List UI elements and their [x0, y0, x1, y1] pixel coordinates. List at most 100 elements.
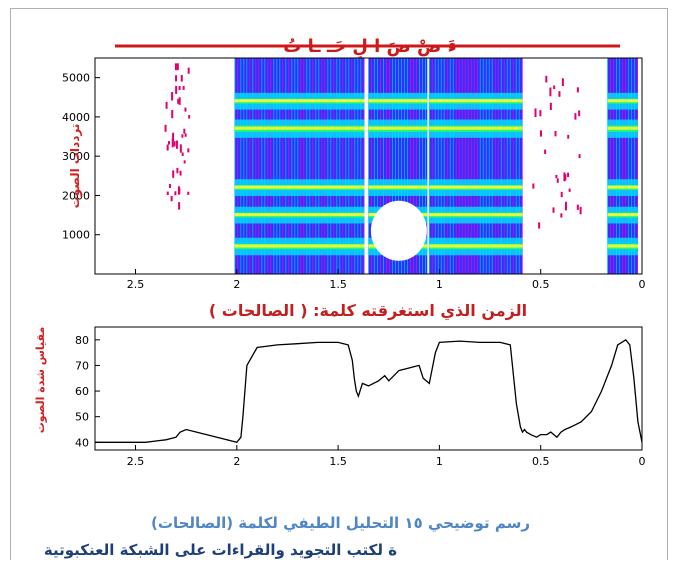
spectrogram-noise: [173, 141, 176, 147]
intensity-y-tick-label: 70: [75, 359, 89, 372]
spectrogram-noise: [171, 91, 174, 101]
spectrogram-noise: [180, 74, 183, 82]
spectrogram-noise: [545, 75, 548, 83]
spectrogram-noise: [187, 148, 190, 153]
spectrogram-x-tick-label: 1.5: [329, 278, 347, 291]
intensity-x-tick-label: 2.5: [127, 455, 145, 468]
spectrogram-y-tick-label: 4000: [62, 111, 90, 124]
spectrogram-noise: [178, 97, 181, 105]
spectrogram-noise: [178, 202, 181, 210]
spectrogram-noise: [187, 191, 190, 195]
intensity-plot-area: [94, 326, 643, 451]
spectrogram-formant-core: [607, 244, 638, 248]
spectrogram-x-tick-label: 1: [436, 278, 443, 291]
spectrogram-x-tick-label: 2: [233, 278, 240, 291]
spectrogram-noise: [171, 109, 174, 119]
spectrogram-noise: [552, 207, 555, 213]
spectrogram-noise: [177, 186, 180, 195]
spectrogram-noise: [564, 201, 567, 211]
spectrogram-noise: [166, 144, 169, 151]
spectrogram-noise: [576, 87, 579, 93]
spectrogram-noise: [567, 172, 570, 178]
spectrogram-bands: [164, 58, 639, 274]
spectrogram-noise: [179, 144, 182, 153]
spectrogram-noise: [578, 110, 581, 117]
spectrogram-noise: [171, 138, 174, 148]
spectrogram-noise: [576, 204, 579, 210]
spectrogram-y-axis: 1000 2000 3000 4000 5000: [62, 72, 100, 242]
spectrogram-border: [94, 57, 643, 275]
spectrogram-noise: [175, 75, 178, 82]
intensity-x-tick-label: 1.5: [329, 455, 347, 468]
figure-caption: رسم توضيحي ١٥ التحليل الطيفي لكلمة (الصا…: [151, 514, 530, 532]
spectrogram-formant-core: [607, 185, 638, 189]
spectrogram-noise: [179, 170, 182, 176]
spectrogram-noise: [175, 140, 178, 149]
spectrogram-noise: [539, 130, 542, 137]
spectrogram-noise: [553, 85, 556, 90]
spectrogram-noise: [172, 170, 175, 178]
spectrogram-noise: [184, 107, 187, 112]
spectrogram-noise: [182, 85, 185, 90]
spectrogram-formant-core: [368, 126, 428, 130]
spectrogram-noise: [178, 85, 181, 90]
spectrogram-noise: [563, 172, 566, 182]
spectrogram-noise: [560, 191, 563, 198]
spectrogram-formant-core: [429, 126, 523, 130]
spectrogram-noise: [166, 191, 169, 196]
spectrogram-y-tick-label: 2000: [62, 189, 90, 202]
spectrogram-noise: [176, 63, 179, 71]
spectrogram-formant-core: [429, 185, 523, 189]
spectrogram-noise: [539, 110, 542, 117]
figure-frame: [10, 8, 668, 560]
spectrogram-noise: [168, 183, 171, 188]
intensity-y-tick-label: 50: [75, 411, 89, 424]
spectrogram-x-tick-label: 2.5: [127, 278, 145, 291]
spectrogram-noise: [174, 63, 177, 71]
spectrogram-y-label: ترددات الصوت: [68, 124, 83, 209]
spectrogram-formant-core: [607, 126, 638, 130]
spectrogram-noise: [556, 178, 559, 183]
spectrogram-formant-core: [429, 244, 523, 248]
spectrogram-noise: [164, 124, 167, 132]
spectrogram-formant-core: [234, 99, 365, 103]
spectrogram-noise: [544, 149, 547, 154]
spectrogram-x-axis: 2.5 2 1.5 1 0.5 0: [127, 269, 646, 291]
spectrogram-noise: [532, 183, 535, 189]
intensity-x-tick-label: 2: [233, 455, 240, 468]
spectrogram-formant-core: [368, 99, 428, 103]
spectrogram-noise: [172, 132, 175, 142]
spectrogram-noise: [579, 206, 582, 215]
spectrogram-x-tick-label: 0: [639, 278, 646, 291]
spectrogram-noise: [165, 101, 168, 109]
intensity-y-label: مقياس شدة الصوت: [34, 327, 47, 434]
spectrogram-noise: [170, 195, 173, 202]
intensity-y-tick-label: 60: [75, 385, 89, 398]
spectrogram-formant-core: [429, 99, 523, 103]
spectrogram-noise: [555, 174, 558, 179]
spectrogram-noise: [177, 98, 180, 104]
spectrogram-noise: [578, 154, 581, 159]
intensity-x-tick-label: 0.5: [532, 455, 550, 468]
spectrogram-noise: [183, 128, 186, 134]
footer-text: ة لكتب التجويد والقراءات على الشبكة العن…: [43, 541, 398, 559]
spectrogram-noise: [558, 91, 561, 97]
spectrogram-noise: [561, 78, 564, 87]
spectrogram-noise: [554, 131, 557, 137]
spectrogram-formant-core: [234, 185, 365, 189]
spectrogram-noise: [538, 222, 541, 229]
spectrogram-y-tick-label: 5000: [62, 72, 90, 85]
spectrogram-noise: [183, 160, 186, 164]
spectrogram-noise: [567, 134, 570, 139]
spectrogram-noise: [574, 113, 577, 120]
spectrogram-noise: [549, 102, 552, 110]
spectrogram-formant-core: [234, 213, 365, 217]
spectrogram-x-tick-label: 0.5: [532, 278, 550, 291]
intensity-y-axis: 40 50 60 70 80: [75, 334, 100, 449]
spectrogram-noise: [181, 152, 184, 156]
spectrogram-noise: [174, 191, 177, 196]
time-caption: الزمن الذي استغرقته كلمة: ( الصالحات ): [209, 301, 527, 321]
spectrogram-formant-core: [429, 213, 523, 217]
